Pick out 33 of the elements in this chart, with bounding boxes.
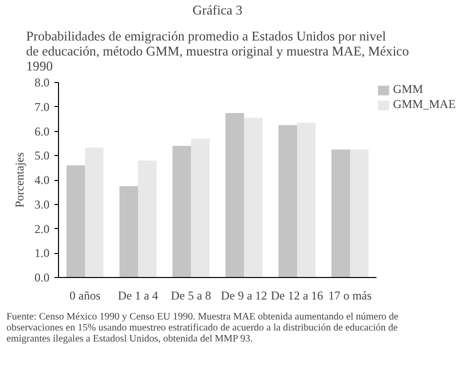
y-tick-label: 1.0 bbox=[34, 246, 50, 260]
x-tick-label: 0 años bbox=[70, 288, 101, 302]
y-tick-label: 6.0 bbox=[34, 124, 50, 138]
y-tick-label: 8.0 bbox=[34, 76, 50, 90]
bar bbox=[85, 148, 104, 278]
y-tick-label: 0.0 bbox=[34, 270, 50, 284]
x-tick-label: De 12 a 16 bbox=[270, 288, 324, 302]
x-tick-label: De 5 a 8 bbox=[170, 288, 212, 302]
x-tick-label: De 1 a 4 bbox=[118, 288, 158, 302]
bar bbox=[119, 186, 138, 278]
bar bbox=[172, 146, 191, 278]
chart-subtitle: Probabilidades de emigración promedio a Estados Unidos por nivel de educación, método GMM, muestra original y muestra MAE, México 1990 bbox=[26, 28, 410, 74]
y-tick-label: 5.0 bbox=[34, 148, 50, 163]
bar bbox=[331, 150, 350, 278]
y-axis-title: Porcentajes bbox=[12, 152, 26, 208]
chart-title: Gráfica 3 bbox=[192, 2, 243, 18]
y-tick-label: 7.0 bbox=[34, 100, 50, 114]
source-note: Fuente: Censo México 1990 y Censo EU 1990. Muestra MAE obtenida aumentando el número de observaciones en 15% usando muestreo estratificado de acuerdo a la distribución de educación de emigrantes ilegales a Estadosl Unidos, obtenida del MMP 93. bbox=[6, 312, 399, 344]
bar bbox=[244, 118, 263, 278]
y-tick-label: 2.0 bbox=[34, 222, 50, 236]
bar bbox=[66, 165, 85, 278]
bar bbox=[138, 160, 157, 278]
x-tick-label: 17 o más bbox=[328, 288, 372, 302]
bar bbox=[225, 112, 244, 278]
bar bbox=[297, 122, 316, 278]
y-tick-label: 4.0 bbox=[34, 173, 50, 187]
bar bbox=[350, 150, 369, 278]
bar bbox=[191, 138, 210, 278]
x-tick-label: De 9 a 12 bbox=[220, 288, 268, 302]
bar bbox=[278, 125, 297, 278]
legend-label: GMM_MAE bbox=[393, 97, 456, 112]
legend-label: GMM bbox=[393, 82, 424, 97]
y-tick-label: 3.0 bbox=[34, 197, 50, 212]
